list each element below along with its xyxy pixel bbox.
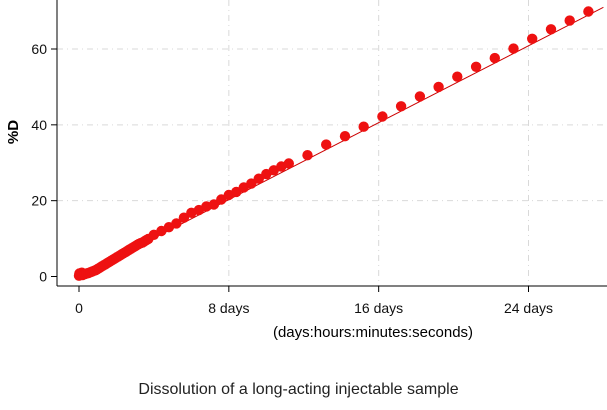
data-point: [208, 199, 220, 210]
data-point: [395, 101, 407, 112]
data-point: [452, 71, 463, 82]
axes: [56, 0, 607, 287]
data-point: [414, 91, 426, 102]
x-tick-label: 0: [75, 300, 83, 316]
data-point: [489, 52, 500, 64]
data-point: [583, 6, 594, 17]
data-point: [283, 158, 294, 169]
data-point: [231, 186, 242, 198]
data-points: [73, 6, 594, 281]
data-point: [171, 218, 182, 229]
data-point: [545, 24, 557, 35]
x-axis-title: (days:hours:minutes:seconds): [273, 324, 473, 341]
x-tick-label: 16 days: [354, 300, 403, 316]
x-tick-label: 24 days: [504, 300, 553, 316]
data-point: [216, 194, 227, 205]
data-point: [302, 150, 313, 161]
data-point: [321, 139, 332, 150]
data-point: [527, 33, 538, 44]
data-point: [433, 81, 444, 93]
data-point: [178, 212, 190, 223]
y-axis-title: %D: [5, 120, 22, 144]
chart-caption: Dissolution of a long-acting injectable …: [138, 381, 459, 398]
data-point: [253, 173, 264, 184]
y-tick-label: 40: [31, 117, 47, 133]
data-point: [564, 15, 575, 26]
data-point: [246, 178, 257, 189]
x-tick-label: 8 days: [208, 300, 249, 316]
axis-ticks: 0 8 days 16 days 24 days 0 20 40 60: [31, 41, 553, 316]
y-tick-label: 0: [39, 269, 47, 285]
y-tick-label: 60: [31, 41, 47, 57]
y-tick-label: 20: [31, 193, 47, 209]
data-point: [339, 131, 351, 142]
data-point: [508, 43, 519, 54]
grid-lines: [57, 0, 607, 286]
data-point: [470, 61, 482, 72]
data-point: [358, 121, 369, 132]
data-point: [377, 111, 388, 122]
